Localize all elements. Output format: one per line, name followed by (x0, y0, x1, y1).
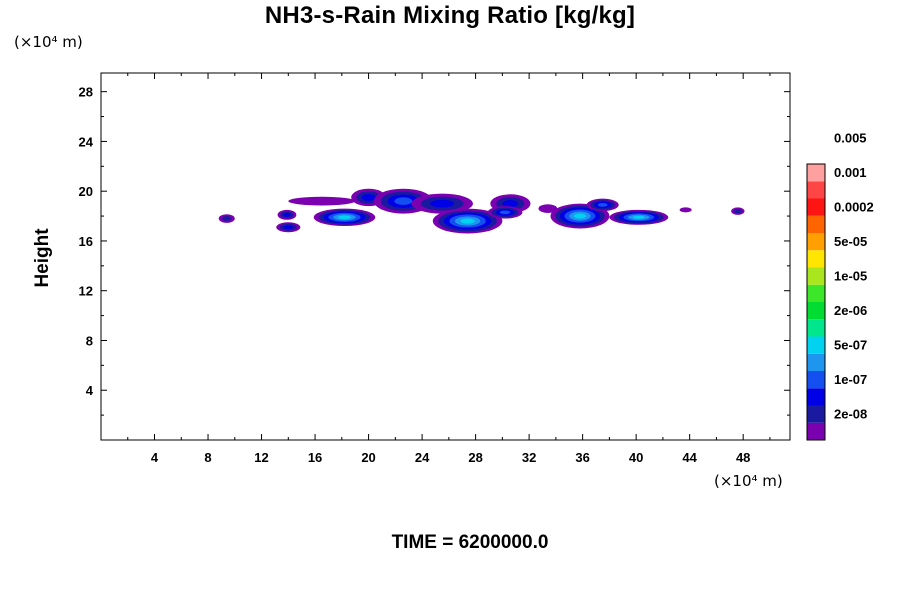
contour-level-1 (734, 208, 742, 214)
colorbar-label: 2e-06 (834, 303, 867, 318)
contour-level-2 (283, 225, 294, 230)
colorbar-swatch (807, 302, 825, 320)
contour-level-5 (573, 213, 587, 219)
colorbar-swatch (807, 388, 825, 406)
x-tick-label: 16 (308, 450, 322, 465)
data-field (218, 188, 745, 234)
colorbar-swatch (807, 353, 825, 371)
contour-level-3 (597, 202, 608, 207)
x-tick-label: 48 (736, 450, 750, 465)
contour-blob (277, 209, 297, 220)
plot-frame (100, 72, 791, 441)
colorbar-label: 1e-07 (834, 372, 867, 387)
x-tick-label: 12 (254, 450, 268, 465)
colorbar-label: 1e-05 (834, 269, 867, 284)
y-tick-label: 24 (79, 134, 94, 149)
colorbar-label: 5e-07 (834, 338, 867, 353)
x-tick-label: 44 (682, 450, 697, 465)
contour-blob (432, 208, 503, 234)
contour-level-0 (538, 204, 558, 213)
y-tick-label: 8 (86, 333, 93, 348)
colorbar-swatch (807, 319, 825, 337)
contour-level-0 (679, 207, 692, 213)
contour-level-3 (499, 210, 511, 215)
colorbar-label: 0.005 (834, 131, 867, 146)
x-tick-label: 20 (361, 450, 375, 465)
contour-level-2 (361, 193, 376, 201)
colorbar-swatch (807, 336, 825, 354)
contour-level-2 (502, 199, 519, 208)
contour-blob (538, 204, 558, 213)
contour-blob (276, 222, 301, 233)
contour-level-5 (632, 215, 645, 219)
contour-blob (288, 196, 356, 206)
colorbar: 2e-08 1e-07 5e-07 2e-06 1e-05 5e-05 0.0002 0.00… (806, 131, 874, 441)
x-tick-label: 36 (575, 450, 589, 465)
colorbar-swatch (807, 181, 825, 199)
contour-blob (313, 208, 376, 227)
y-tick-label: 12 (79, 284, 93, 299)
colorbar-swatch (807, 198, 825, 216)
x-tick-label: 28 (468, 450, 482, 465)
contour-blob (679, 207, 692, 213)
time-label: TIME = 6200000.0 (391, 532, 549, 553)
contour-level-5 (338, 215, 351, 220)
colorbar-swatch (807, 371, 825, 389)
contour-level-1 (222, 216, 232, 222)
x-tick-label: 8 (204, 450, 211, 465)
colorbar-label: 2e-08 (834, 407, 867, 422)
contour-blob (586, 198, 619, 212)
y-tick-label: 28 (79, 85, 93, 100)
colorbar-swatch (807, 422, 825, 440)
colorbar-swatch (807, 284, 825, 302)
colorbar-frame (806, 163, 826, 441)
colorbar-swatch (807, 267, 825, 285)
x-tick-label: 4 (151, 450, 159, 465)
x-tick-label: 32 (522, 450, 536, 465)
contour-level-2 (430, 199, 455, 208)
contour-level-5 (460, 218, 475, 224)
x-axis-unit: (×10⁴ m) (714, 472, 783, 490)
colorbar-label: 5e-05 (834, 234, 867, 249)
colorbar-label: 0.001 (834, 165, 867, 180)
colorbar-swatch (807, 250, 825, 268)
contour-blob (731, 207, 745, 215)
contour-level-2 (283, 212, 291, 217)
y-axis-unit: (×10⁴ m) (14, 33, 83, 51)
y-tick-label: 4 (86, 383, 94, 398)
colorbar-swatch (807, 215, 825, 233)
y-tick-label: 16 (79, 234, 93, 249)
contour-level-0 (288, 196, 356, 206)
contour-blob (411, 193, 473, 214)
colorbar-label: 0.0002 (834, 200, 874, 215)
colorbar-swatch (807, 164, 825, 182)
x-tick-label: 24 (415, 450, 430, 465)
contour-blob (609, 209, 669, 225)
colorbar-swatch (807, 405, 825, 423)
x-tick-label: 40 (629, 450, 643, 465)
contour-blob (218, 214, 235, 223)
contour-blob (487, 206, 523, 219)
y-tick-label: 20 (79, 184, 93, 199)
chart-title: NH3-s-Rain Mixing Ratio [kg/kg] (264, 2, 636, 29)
contour-level-3 (394, 197, 413, 205)
colorbar-swatch (807, 233, 825, 251)
